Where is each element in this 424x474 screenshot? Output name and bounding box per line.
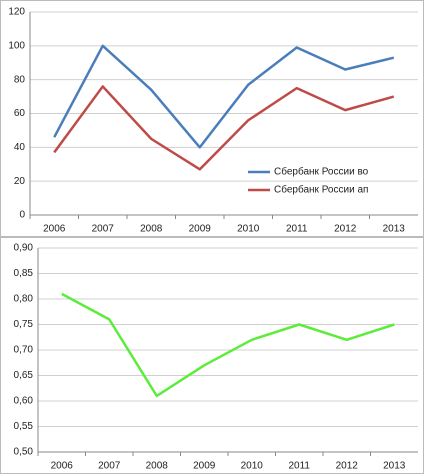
y-tick-label: 0,85: [14, 268, 34, 279]
y-tick-label: 100: [8, 40, 25, 51]
y-tick-label: 0: [19, 210, 25, 221]
y-tick-label: 0,70: [14, 345, 34, 356]
y-tick-label: 0,55: [14, 421, 34, 432]
legend-label: Сбербанк России ап: [274, 184, 368, 196]
x-tick-label: 2006: [51, 461, 74, 472]
x-tick-label: 2011: [288, 461, 310, 472]
y-tick-label: 40: [14, 142, 26, 153]
y-tick-label: 60: [14, 108, 26, 119]
data-line: [53, 85, 395, 171]
x-tick-label: 2012: [336, 461, 359, 472]
y-tick-label: 0,50: [14, 447, 34, 458]
x-tick-label: 2008: [140, 224, 163, 235]
x-tick-label: 2007: [98, 461, 121, 472]
x-tick-label: 2011: [286, 224, 308, 235]
x-tick-label: 2010: [241, 461, 264, 472]
y-tick-label: 0,60: [14, 396, 34, 407]
x-tick-label: 2007: [92, 224, 115, 235]
data-line: [61, 292, 395, 398]
x-tick-label: 2013: [383, 461, 406, 472]
y-tick-label: 0,65: [14, 370, 34, 381]
data-line: [53, 44, 395, 149]
legend-label: Сбербанк России во: [274, 166, 369, 178]
x-tick-label: 2009: [189, 224, 212, 235]
y-tick-label: 20: [14, 176, 26, 187]
x-tick-label: 2006: [43, 224, 66, 235]
x-tick-label: 2009: [193, 461, 216, 472]
x-tick-label: 2010: [237, 224, 260, 235]
x-tick-label: 2008: [146, 461, 169, 472]
y-tick-label: 80: [14, 74, 26, 85]
x-tick-label: 2013: [383, 224, 406, 235]
y-tick-label: 0,90: [14, 243, 34, 254]
y-tick-label: 120: [8, 7, 25, 18]
y-tick-label: 0,80: [14, 294, 34, 305]
y-tick-label: 0,75: [14, 319, 34, 330]
x-tick-label: 2012: [334, 224, 357, 235]
chart-frame: [0, 237, 424, 474]
